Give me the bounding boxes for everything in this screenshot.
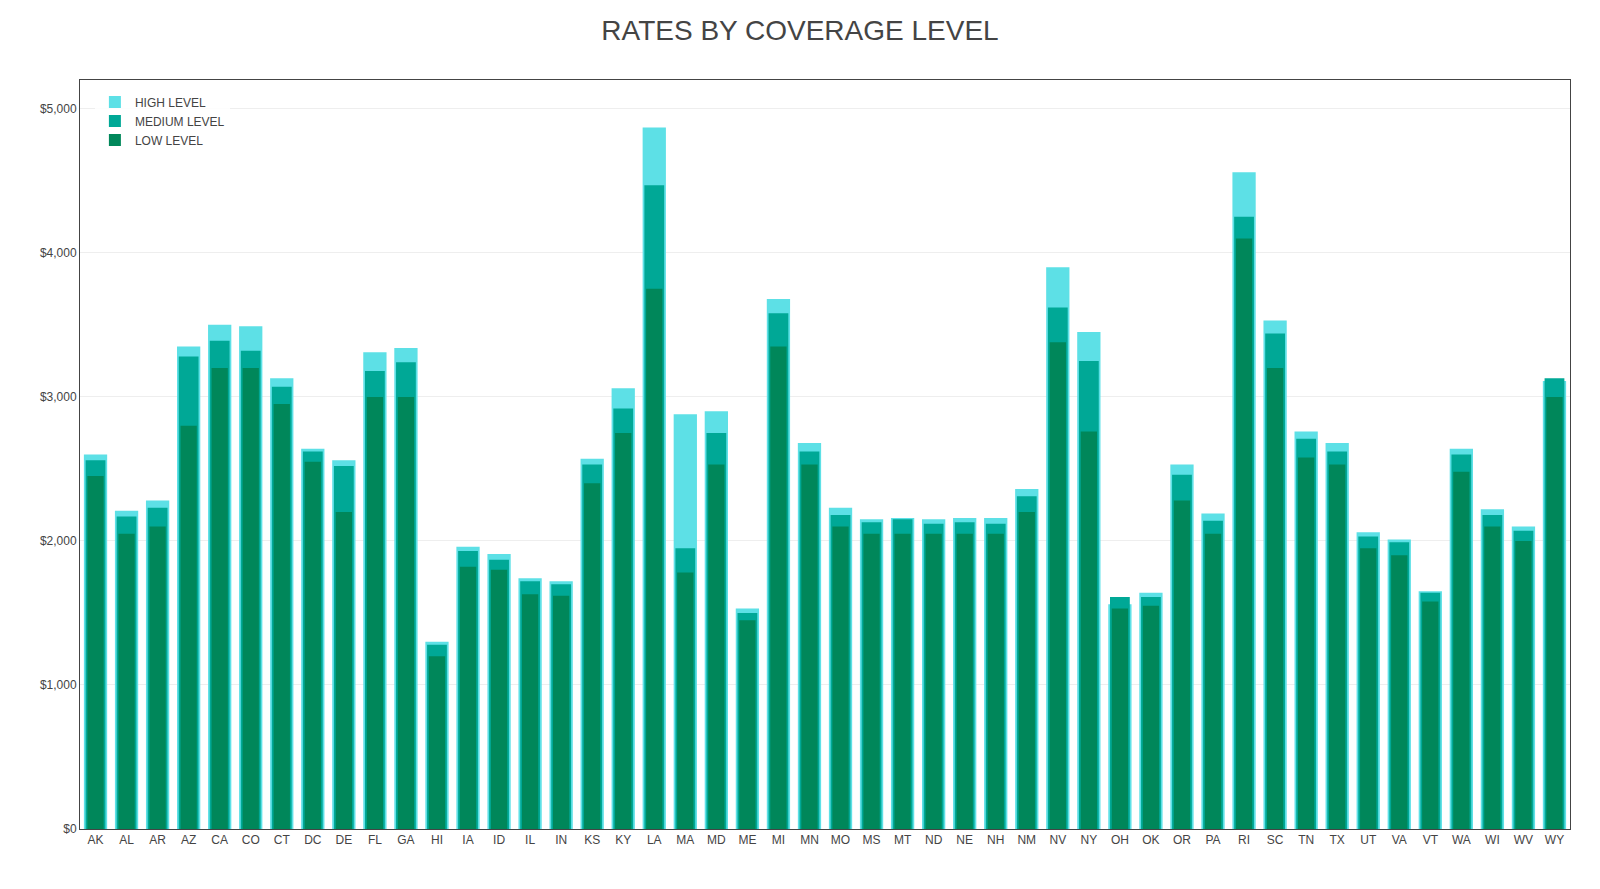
svg-text:VT: VT <box>1423 833 1439 847</box>
svg-text:VA: VA <box>1392 833 1407 847</box>
svg-text:MI: MI <box>772 833 785 847</box>
svg-text:MD: MD <box>707 833 726 847</box>
svg-text:FL: FL <box>368 833 382 847</box>
svg-text:MEDIUM LEVEL: MEDIUM LEVEL <box>135 115 225 129</box>
svg-text:WA: WA <box>1452 833 1471 847</box>
svg-text:AL: AL <box>119 833 134 847</box>
svg-text:OK: OK <box>1142 833 1159 847</box>
svg-text:WY: WY <box>1545 833 1564 847</box>
svg-text:SC: SC <box>1267 833 1284 847</box>
svg-text:ID: ID <box>493 833 505 847</box>
svg-text:WI: WI <box>1485 833 1500 847</box>
svg-text:CA: CA <box>211 833 228 847</box>
svg-text:$3,000: $3,000 <box>40 390 77 404</box>
svg-text:RI: RI <box>1238 833 1250 847</box>
svg-text:IL: IL <box>525 833 535 847</box>
svg-text:$4,000: $4,000 <box>40 246 77 260</box>
svg-text:OR: OR <box>1173 833 1191 847</box>
svg-text:CT: CT <box>274 833 291 847</box>
svg-text:$0: $0 <box>63 822 77 836</box>
svg-text:KS: KS <box>584 833 600 847</box>
svg-text:OH: OH <box>1111 833 1129 847</box>
svg-text:HI: HI <box>431 833 443 847</box>
svg-text:MS: MS <box>863 833 881 847</box>
svg-text:LOW LEVEL: LOW LEVEL <box>135 134 203 148</box>
svg-text:MA: MA <box>676 833 694 847</box>
svg-text:AK: AK <box>88 833 104 847</box>
svg-text:PA: PA <box>1205 833 1220 847</box>
svg-text:WV: WV <box>1514 833 1533 847</box>
svg-text:RATES BY COVERAGE LEVEL: RATES BY COVERAGE LEVEL <box>601 15 998 46</box>
svg-text:DE: DE <box>336 833 353 847</box>
svg-text:KY: KY <box>615 833 631 847</box>
svg-text:CO: CO <box>242 833 260 847</box>
svg-text:ME: ME <box>738 833 756 847</box>
svg-text:$2,000: $2,000 <box>40 534 77 548</box>
svg-text:MN: MN <box>800 833 819 847</box>
svg-text:UT: UT <box>1360 833 1377 847</box>
svg-text:HIGH LEVEL: HIGH LEVEL <box>135 96 206 110</box>
svg-text:IA: IA <box>462 833 473 847</box>
svg-text:IN: IN <box>555 833 567 847</box>
svg-text:NV: NV <box>1049 833 1066 847</box>
svg-text:GA: GA <box>397 833 414 847</box>
svg-text:NH: NH <box>987 833 1004 847</box>
svg-text:$1,000: $1,000 <box>40 678 77 692</box>
svg-text:DC: DC <box>304 833 322 847</box>
svg-text:NY: NY <box>1081 833 1098 847</box>
svg-text:ND: ND <box>925 833 943 847</box>
svg-text:NE: NE <box>956 833 973 847</box>
svg-text:AZ: AZ <box>181 833 196 847</box>
svg-text:$5,000: $5,000 <box>40 102 77 116</box>
svg-text:TX: TX <box>1330 833 1345 847</box>
svg-text:AR: AR <box>149 833 166 847</box>
svg-text:MO: MO <box>831 833 850 847</box>
svg-text:LA: LA <box>647 833 662 847</box>
svg-text:MT: MT <box>894 833 912 847</box>
svg-text:NM: NM <box>1017 833 1036 847</box>
svg-text:TN: TN <box>1298 833 1314 847</box>
